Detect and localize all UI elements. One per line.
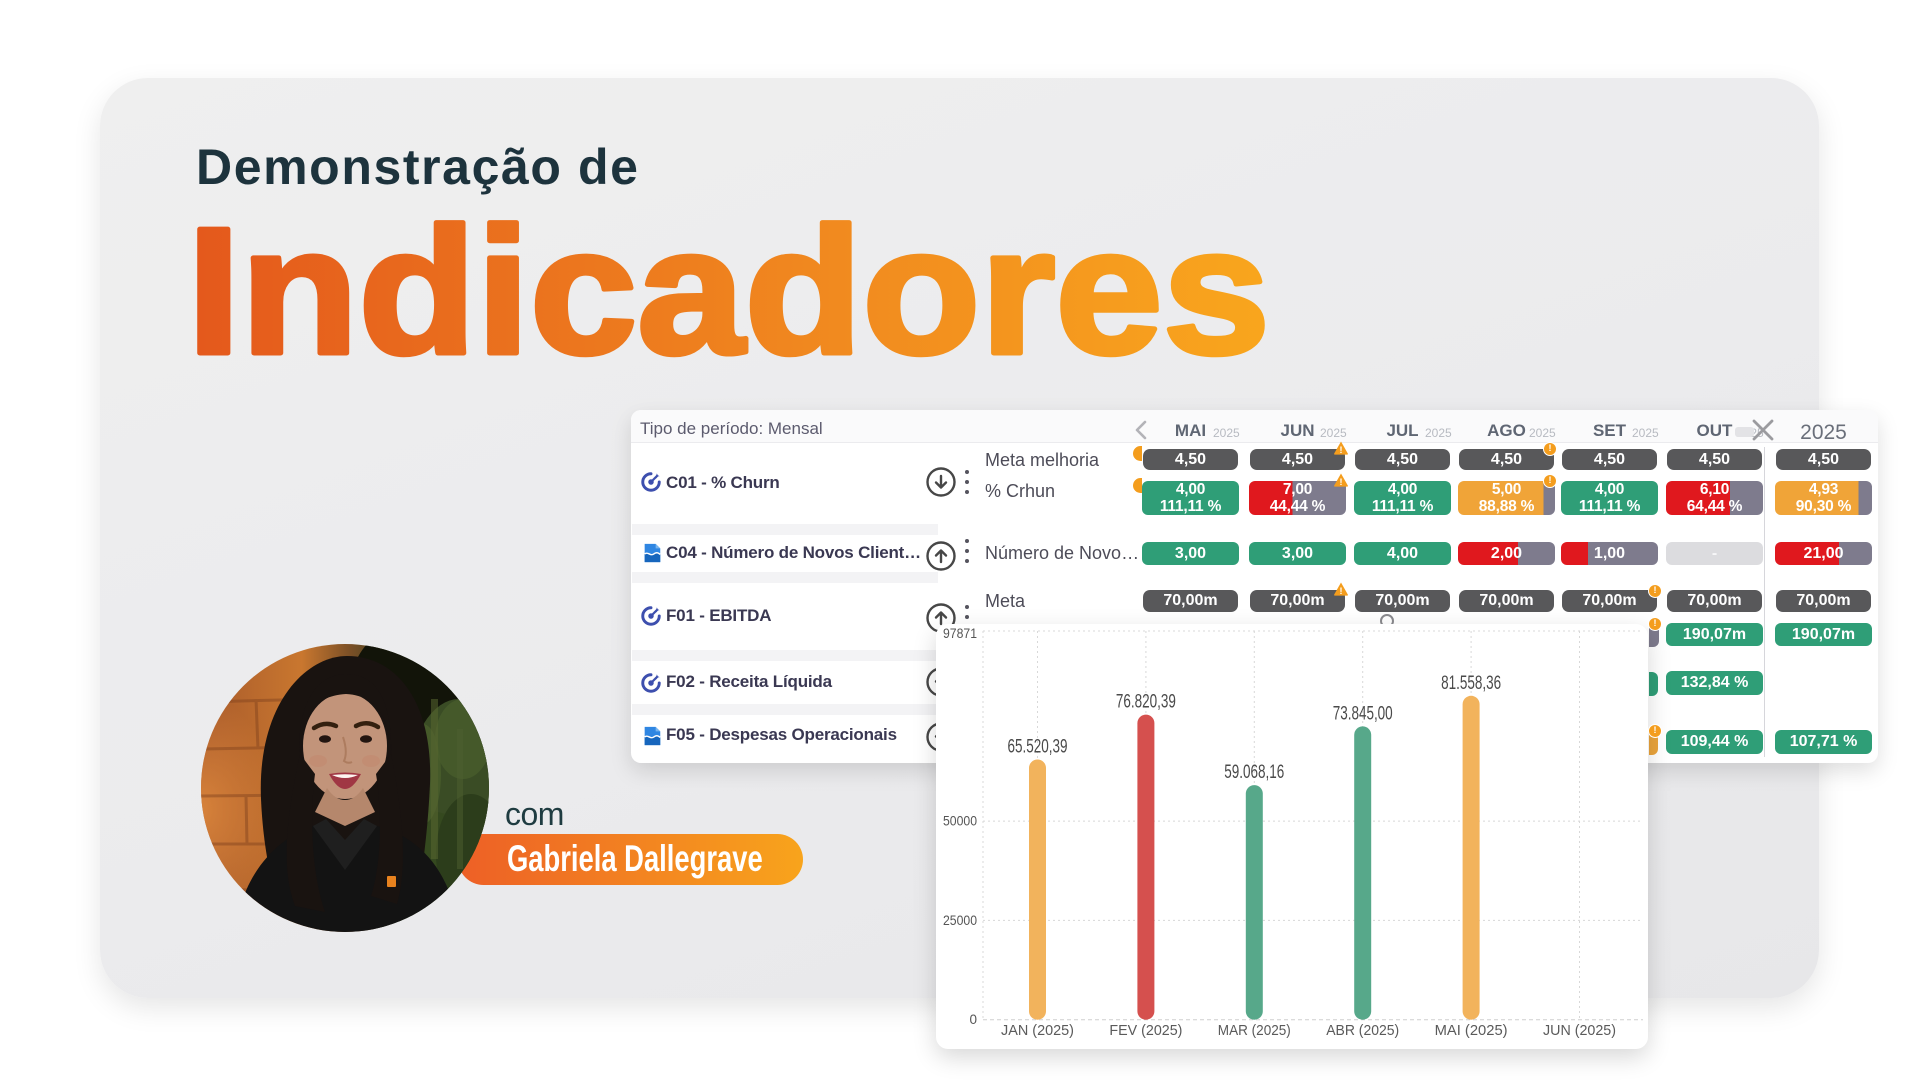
svg-text:Indicadores: Indicadores [187, 191, 1270, 390]
svg-text:MAR (2025): MAR (2025) [1218, 1022, 1291, 1039]
svg-text:!: ! [1340, 445, 1343, 455]
svg-text:MAI (2025): MAI (2025) [1435, 1022, 1508, 1039]
svg-text:!: ! [1340, 586, 1343, 596]
svg-text:JAN (2025): JAN (2025) [1001, 1022, 1074, 1039]
svg-text:97871: 97871 [943, 626, 977, 641]
svg-text:65.520,39: 65.520,39 [1008, 737, 1068, 758]
svg-text:73.845,00: 73.845,00 [1333, 703, 1393, 724]
svg-text:50000: 50000 [943, 814, 977, 829]
svg-text:25000: 25000 [943, 913, 977, 928]
svg-text:!: ! [1340, 477, 1343, 487]
svg-text:JUN (2025): JUN (2025) [1543, 1022, 1616, 1039]
svg-text:76.820,39: 76.820,39 [1116, 692, 1176, 713]
svg-text:81.558,36: 81.558,36 [1441, 673, 1501, 694]
svg-text:0: 0 [969, 1012, 977, 1027]
svg-text:ABR (2025): ABR (2025) [1326, 1022, 1399, 1039]
svg-text:FEV (2025): FEV (2025) [1109, 1022, 1182, 1039]
svg-text:59.068,16: 59.068,16 [1224, 762, 1284, 783]
